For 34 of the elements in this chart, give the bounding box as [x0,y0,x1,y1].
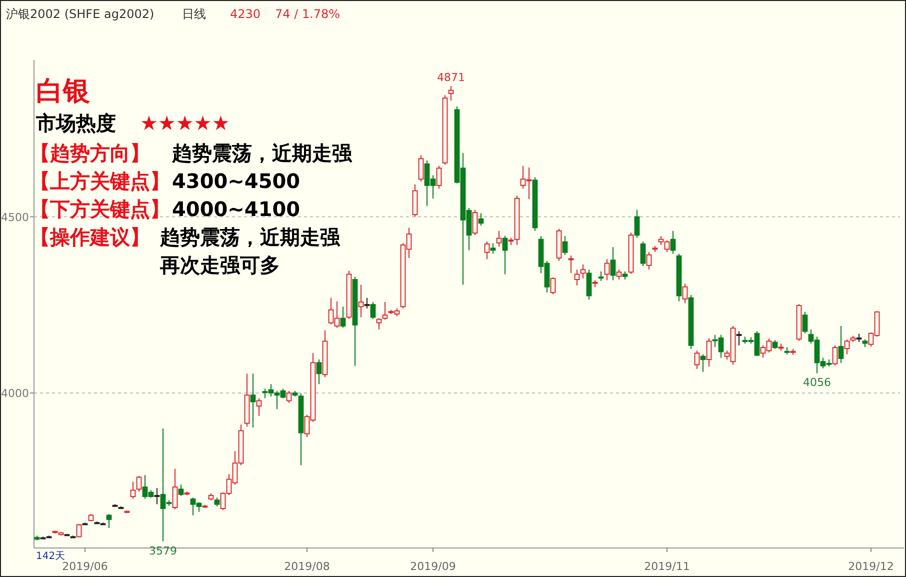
candlestick [604,258,610,281]
candlestick [358,284,364,318]
text: 142天 [36,551,66,562]
annotation: 【上方关键点】 [30,169,170,193]
candlestick [352,276,358,366]
annotation: 【趋势方向】 [30,141,150,165]
x-tick-label: 2019/08 [284,560,330,573]
text: 74 / 1.78% [275,7,340,21]
candlestick [700,354,706,372]
candlestick [250,373,256,428]
annotation: 4000~4100 [172,197,300,221]
annotation: 趋势震荡，近期走强 [171,141,353,165]
x-tick-label: 2019/06 [62,560,108,573]
annotation: 市场热度 [35,111,116,135]
annotation: 4300~4500 [172,169,300,193]
annotation: 【下方关键点】 [30,197,170,221]
candlestick [634,209,640,238]
chart-title: 沪银2002 (SHFE ag2002) [6,7,154,21]
x-tick-label: 2019/09 [410,560,456,573]
text: 4230 [230,7,261,21]
annotation: 白银 [36,76,90,107]
y-tick-label: 4000 [1,386,29,400]
x-tick-label: 2019/11 [644,560,690,573]
annotation: 4056 [803,376,831,390]
annotation: ★★★★★ [140,111,230,135]
annotation: 趋势震荡，近期走强 [159,225,341,249]
annotation: 4871 [437,71,465,84]
annotation: 3579 [149,544,177,558]
annotation: 再次走强可多 [159,253,280,277]
y-tick-label: 4500 [1,210,29,224]
annotation: 【操作建议】 [30,225,150,249]
x-tick-label: 2019/12 [848,560,894,573]
chart-subtitle: 日线 [182,7,206,21]
candlestick [448,86,454,102]
